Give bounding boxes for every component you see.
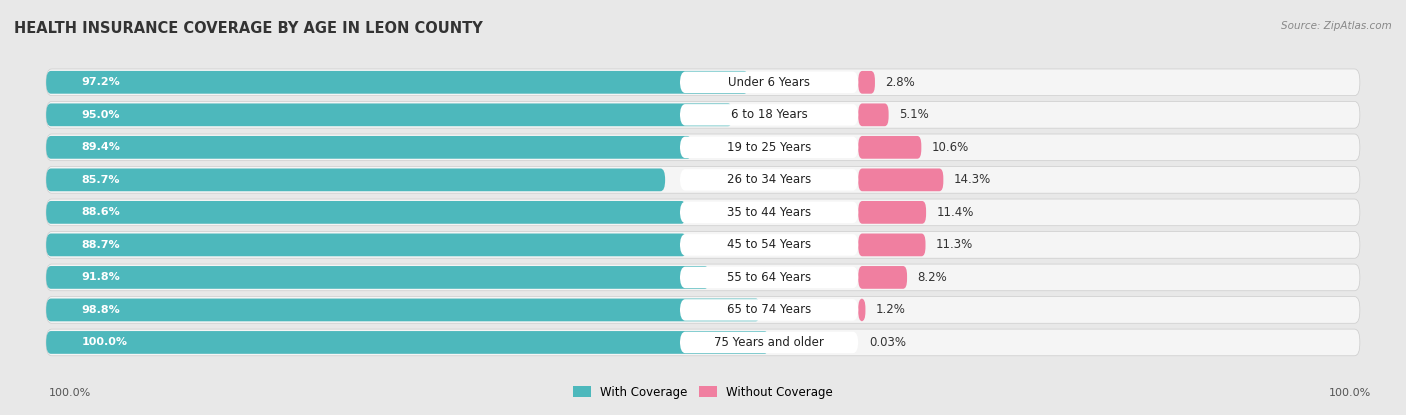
Text: 19 to 25 Years: 19 to 25 Years (727, 141, 811, 154)
FancyBboxPatch shape (46, 297, 1360, 323)
Text: 2.8%: 2.8% (886, 76, 915, 89)
Text: 65 to 74 Years: 65 to 74 Years (727, 303, 811, 316)
FancyBboxPatch shape (46, 69, 1360, 95)
Text: 95.0%: 95.0% (82, 110, 121, 120)
FancyBboxPatch shape (46, 166, 1360, 193)
Legend: With Coverage, Without Coverage: With Coverage, Without Coverage (568, 381, 838, 403)
FancyBboxPatch shape (858, 234, 925, 256)
Text: 85.7%: 85.7% (82, 175, 121, 185)
Text: 26 to 34 Years: 26 to 34 Years (727, 173, 811, 186)
Text: Under 6 Years: Under 6 Years (728, 76, 810, 89)
Text: 88.6%: 88.6% (82, 208, 121, 217)
Text: 89.4%: 89.4% (82, 142, 121, 152)
FancyBboxPatch shape (681, 169, 858, 190)
FancyBboxPatch shape (681, 137, 858, 158)
FancyBboxPatch shape (46, 232, 1360, 258)
FancyBboxPatch shape (46, 168, 665, 191)
FancyBboxPatch shape (681, 299, 858, 321)
Text: 8.2%: 8.2% (918, 271, 948, 284)
FancyBboxPatch shape (858, 168, 943, 191)
FancyBboxPatch shape (46, 264, 1360, 291)
FancyBboxPatch shape (858, 103, 889, 126)
Text: 10.6%: 10.6% (932, 141, 969, 154)
Text: 55 to 64 Years: 55 to 64 Years (727, 271, 811, 284)
FancyBboxPatch shape (858, 136, 921, 159)
Text: 6 to 18 Years: 6 to 18 Years (731, 108, 807, 121)
Text: 100.0%: 100.0% (1329, 388, 1371, 398)
Text: Source: ZipAtlas.com: Source: ZipAtlas.com (1281, 21, 1392, 31)
FancyBboxPatch shape (46, 234, 688, 256)
FancyBboxPatch shape (681, 332, 858, 353)
FancyBboxPatch shape (681, 267, 858, 288)
FancyBboxPatch shape (681, 104, 858, 126)
FancyBboxPatch shape (46, 199, 1360, 226)
FancyBboxPatch shape (858, 71, 875, 94)
Text: 97.2%: 97.2% (82, 77, 121, 87)
Text: 75 Years and older: 75 Years and older (714, 336, 824, 349)
Text: 100.0%: 100.0% (49, 388, 91, 398)
Text: 11.3%: 11.3% (936, 238, 973, 251)
FancyBboxPatch shape (46, 103, 733, 126)
Text: 35 to 44 Years: 35 to 44 Years (727, 206, 811, 219)
FancyBboxPatch shape (46, 71, 749, 94)
FancyBboxPatch shape (46, 134, 1360, 161)
FancyBboxPatch shape (858, 298, 866, 321)
FancyBboxPatch shape (46, 136, 692, 159)
Text: 11.4%: 11.4% (936, 206, 974, 219)
Text: 0.03%: 0.03% (869, 336, 905, 349)
FancyBboxPatch shape (46, 201, 686, 224)
FancyBboxPatch shape (681, 71, 858, 93)
FancyBboxPatch shape (46, 298, 761, 321)
Text: 45 to 54 Years: 45 to 54 Years (727, 238, 811, 251)
Text: 5.1%: 5.1% (900, 108, 929, 121)
FancyBboxPatch shape (46, 266, 710, 289)
FancyBboxPatch shape (46, 329, 1360, 356)
FancyBboxPatch shape (46, 102, 1360, 128)
Text: 1.2%: 1.2% (876, 303, 905, 316)
FancyBboxPatch shape (681, 234, 858, 256)
Text: 100.0%: 100.0% (82, 337, 128, 347)
FancyBboxPatch shape (858, 201, 927, 224)
FancyBboxPatch shape (858, 266, 907, 289)
Text: 98.8%: 98.8% (82, 305, 121, 315)
Text: HEALTH INSURANCE COVERAGE BY AGE IN LEON COUNTY: HEALTH INSURANCE COVERAGE BY AGE IN LEON… (14, 21, 482, 36)
Text: 14.3%: 14.3% (953, 173, 991, 186)
FancyBboxPatch shape (46, 331, 769, 354)
Text: 88.7%: 88.7% (82, 240, 121, 250)
Text: 91.8%: 91.8% (82, 272, 121, 283)
FancyBboxPatch shape (681, 202, 858, 223)
